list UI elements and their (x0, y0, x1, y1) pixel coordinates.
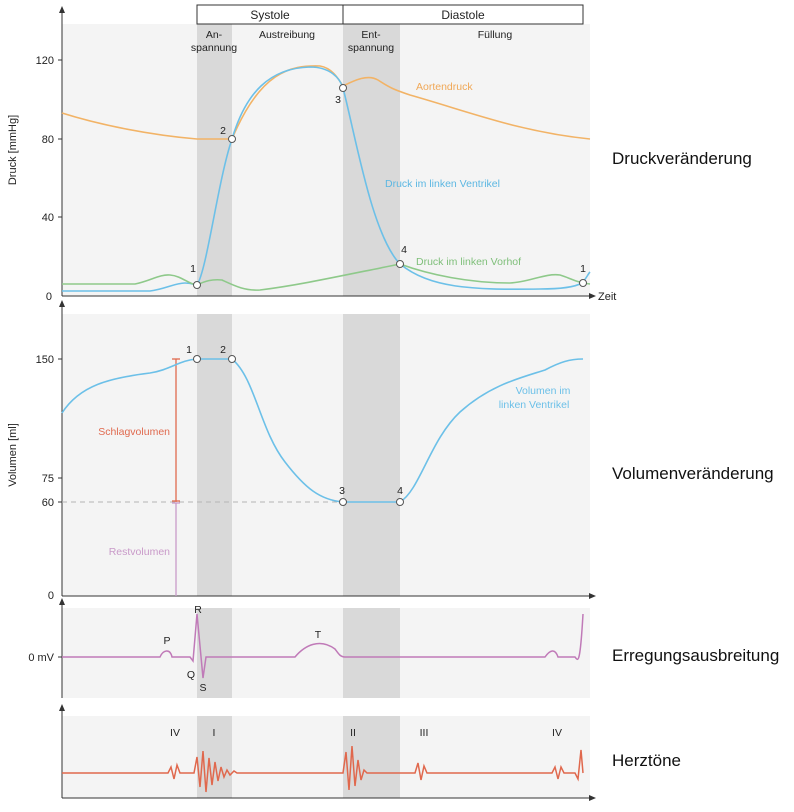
ecg-curve (62, 613, 584, 679)
volume-ylabel: Volumen [ml] (7, 423, 19, 487)
pressure-point-label-2: 2 (220, 125, 226, 137)
pressure-section-title: Druckveränderung (612, 149, 752, 168)
pressure-point-3 (339, 84, 347, 92)
ecg-wave-q: Q (187, 669, 195, 681)
volume-point-2 (228, 355, 236, 363)
ecg-wave-s: S (199, 682, 206, 694)
austreibung-label: Austreibung (259, 29, 315, 41)
fuellung-label: Füllung (478, 29, 513, 41)
pressure-point-1 (193, 281, 201, 289)
volume-point-1 (193, 355, 201, 363)
volume-tick-75: 75 (42, 473, 54, 485)
sound-label-iv: IV (170, 727, 180, 739)
residual-volume-label: Restvolumen (109, 546, 170, 558)
diastole-box (342, 4, 584, 25)
pressure-points: 1 2 3 4 1 (190, 84, 587, 289)
pressure-point-label-1b: 1 (580, 263, 586, 275)
volume-point-4 (396, 498, 404, 506)
pressure-point-label-4: 4 (401, 244, 407, 256)
pressure-point-2 (228, 135, 236, 143)
volume-curve-label-2: linken Ventrikel (499, 399, 570, 411)
sound-label-ii: II (350, 727, 356, 739)
volume-points: 1 2 3 4 (186, 344, 404, 506)
pressure-point-1b (579, 279, 587, 287)
pressure-point-label-1: 1 (190, 263, 196, 275)
phase-shading (197, 24, 400, 798)
phase-header: Systole Diastole (196, 4, 584, 25)
sound-label-i: I (213, 727, 216, 739)
entspannung-label-2: spannung (348, 42, 394, 54)
anspannung-label-2: spannung (191, 42, 237, 54)
ecg-wave-p: P (163, 635, 170, 647)
atrium-label: Druck im linken Vorhof (416, 256, 521, 268)
sounds-panel (62, 716, 590, 798)
volume-point-3 (339, 498, 347, 506)
volume-tick-150: 150 (36, 354, 54, 366)
sound-label-iii: III (420, 727, 429, 739)
pressure-axes: 0 40 80 120 Druck [mmHg] Zeit (7, 6, 616, 303)
volume-panel (62, 314, 590, 596)
volume-curve-label-1: Volumen im (516, 385, 571, 397)
systole-label: Systole (250, 8, 290, 22)
volume-point-label-1: 1 (186, 344, 192, 356)
volume-point-label-3: 3 (339, 485, 345, 497)
sounds-axes (59, 704, 596, 801)
pressure-tick-0: 0 (46, 291, 52, 303)
diastole-label: Diastole (441, 8, 485, 22)
pressure-tick-120: 120 (36, 55, 54, 67)
entspannung-label-1: Ent- (361, 29, 381, 41)
volume-point-label-4: 4 (397, 485, 403, 497)
aortic-label: Aortendruck (416, 81, 473, 93)
sounds-section-title: Herztöne (612, 751, 681, 770)
heart-sounds-curve (62, 745, 584, 793)
ecg-panel (62, 608, 590, 698)
sound-label-iv-b: IV (552, 727, 562, 739)
volume-brackets: Schlagvolumen Restvolumen (98, 358, 180, 596)
anspannung-label-1: An- (206, 29, 223, 41)
pressure-tick-80: 80 (42, 134, 54, 146)
pressure-xlabel: Zeit (598, 291, 616, 303)
ecg-wave-labels: P R Q S T (163, 604, 321, 694)
heart-sound-labels: IV I II III IV (170, 727, 562, 739)
subphase-labels: An- spannung Austreibung Ent- spannung F… (191, 29, 512, 54)
ecg-wave-t: T (315, 629, 322, 641)
volume-axes: 0 60 75 150 Volumen [ml] (7, 300, 596, 602)
pressure-point-4 (396, 260, 404, 268)
volume-tick-0: 0 (48, 590, 54, 602)
ecg-wave-r: R (194, 604, 202, 616)
stroke-volume-label: Schlagvolumen (98, 426, 170, 438)
ecg-axes: 0 mV (28, 598, 65, 698)
ecg-section-title: Erregungsausbreitung (612, 646, 779, 665)
volume-point-label-2: 2 (220, 344, 226, 356)
ventricle-label: Druck im linken Ventrikel (385, 178, 500, 190)
atrium-pressure-curve (62, 263, 591, 291)
pressure-point-label-3: 3 (335, 94, 341, 106)
ecg-baseline-label: 0 mV (28, 652, 54, 664)
volume-section-title: Volumenveränderung (612, 464, 774, 483)
volume-tick-60: 60 (42, 497, 54, 509)
pressure-tick-40: 40 (42, 212, 54, 224)
volume-curve (61, 358, 584, 503)
pressure-ylabel: Druck [mmHg] (7, 115, 19, 185)
